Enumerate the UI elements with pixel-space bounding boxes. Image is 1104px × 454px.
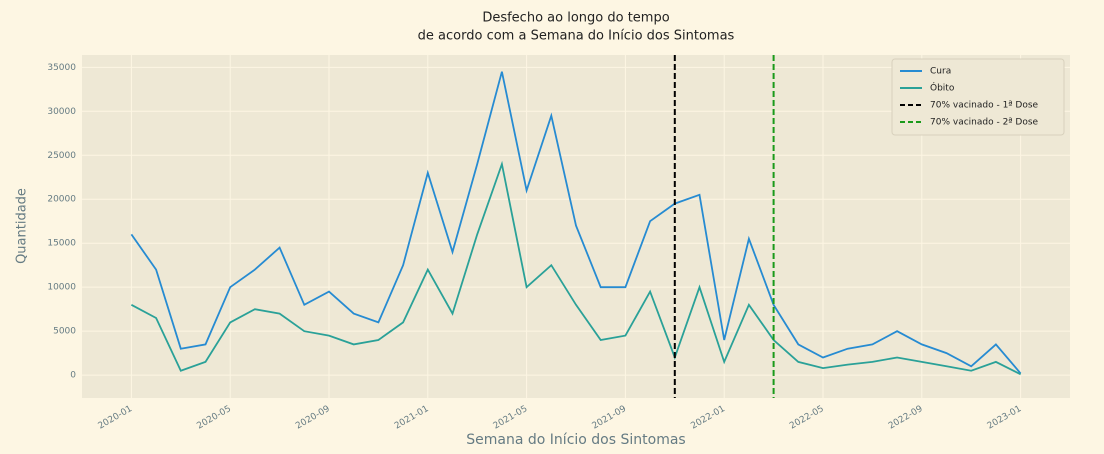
data-line	[130, 160, 1022, 376]
y-tick-label: 20000	[47, 195, 76, 205]
x-axis-label: Semana do Início dos Sintomas	[466, 432, 685, 448]
y-tick-label: 35000	[47, 63, 76, 73]
data-line	[130, 71, 1022, 374]
y-axis-label: Quantidade	[15, 188, 30, 264]
y-tick-label: 10000	[47, 283, 76, 293]
y-tick-label: 30000	[47, 107, 76, 117]
y-tick-label: 25000	[47, 151, 76, 161]
legend-label: 70% vacinado - 2ª Dose	[930, 118, 1039, 128]
chart-title: de acordo com a Semana do Início dos Sin…	[418, 29, 735, 44]
legend-label: Óbito	[930, 82, 955, 94]
legend-label: 70% vacinado - 1ª Dose	[930, 101, 1039, 111]
chart-title: Desfecho ao longo do tempo	[482, 11, 669, 26]
legend-label: Cura	[930, 67, 951, 77]
legend-box	[891, 58, 1065, 136]
y-tick-label: 15000	[47, 239, 76, 249]
y-tick-label: 5000	[53, 327, 76, 337]
y-tick-label: 0	[70, 371, 76, 381]
